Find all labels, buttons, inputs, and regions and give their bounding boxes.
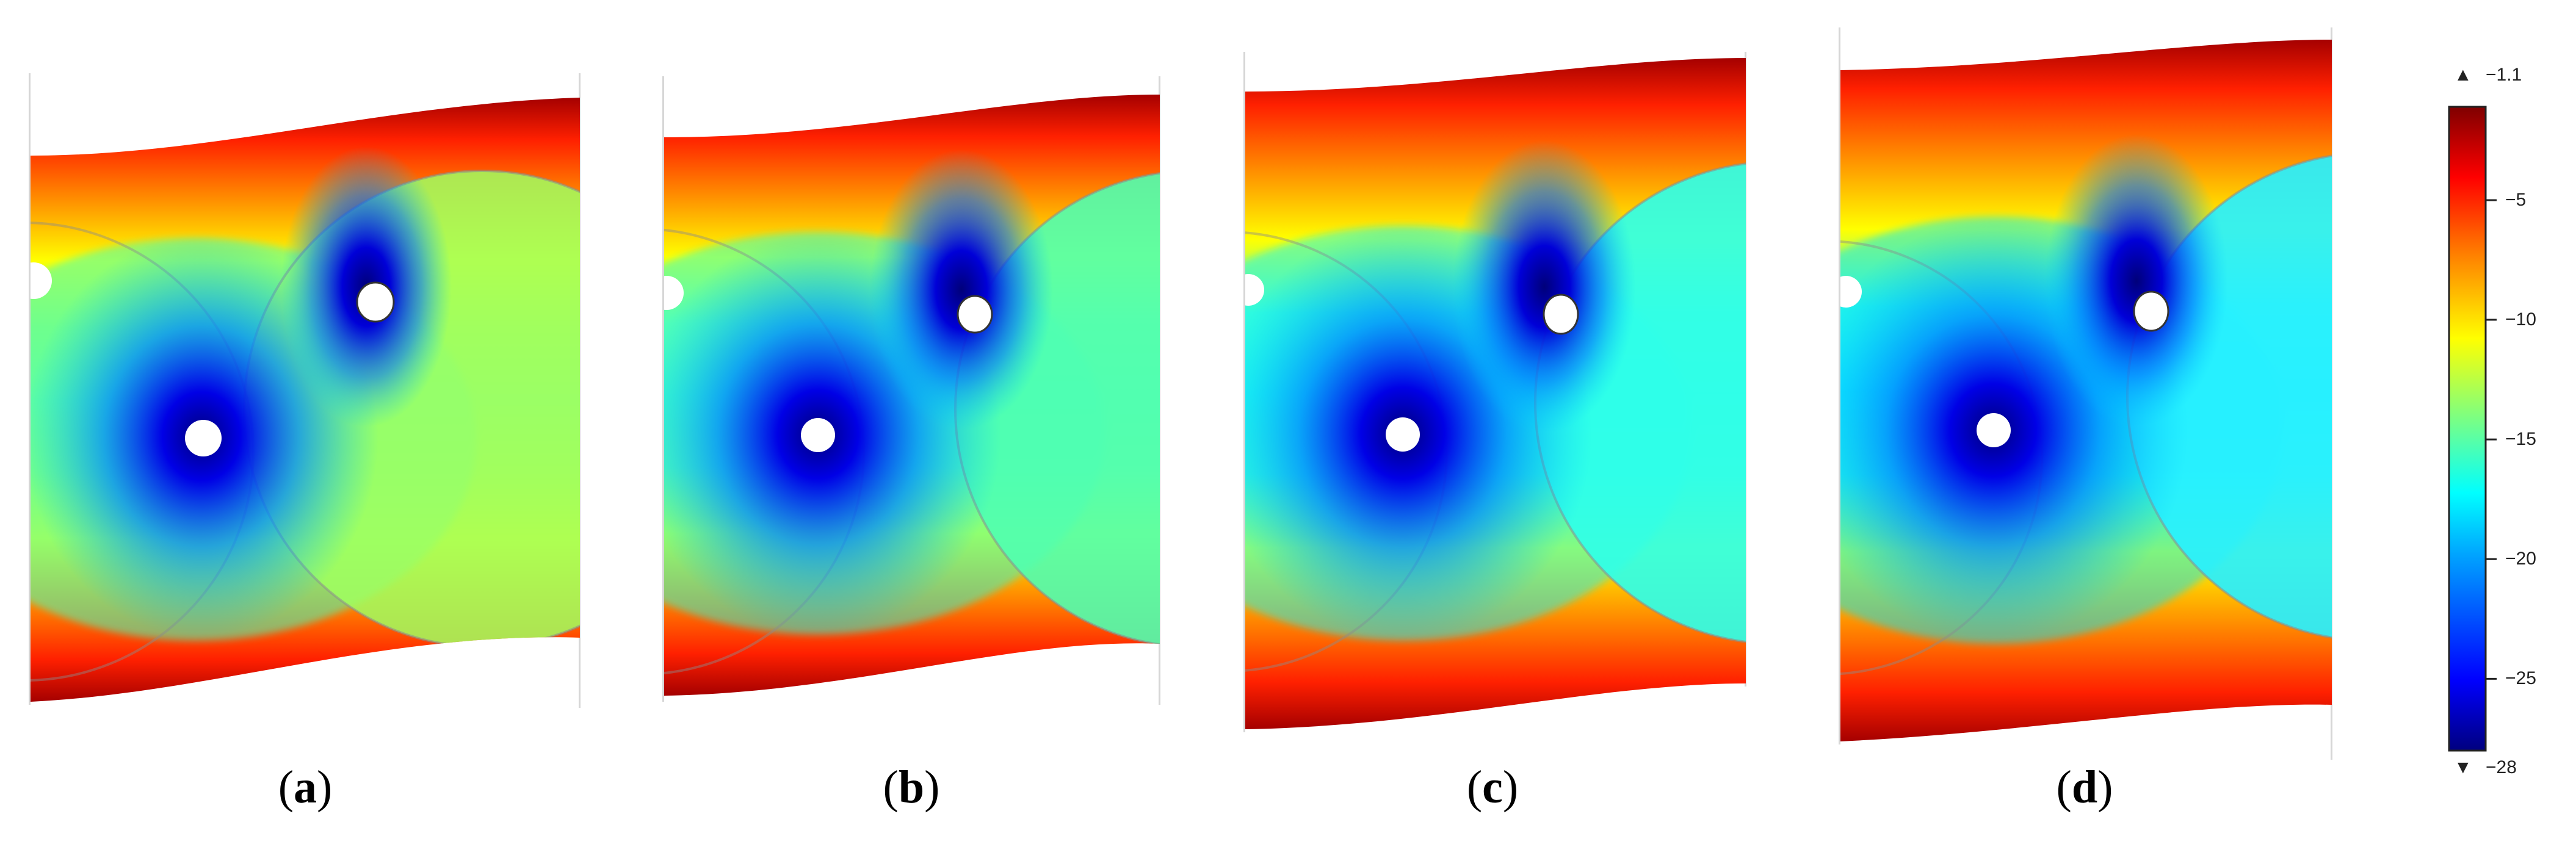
colorbar-min-label: −28 — [2486, 757, 2517, 777]
panel-c — [1243, 52, 1746, 732]
panel-label-a: (a) — [278, 762, 333, 813]
panel-label-c: (c) — [1466, 762, 1519, 813]
colorbar-ramp — [2448, 106, 2487, 752]
triangle-down-icon: ▼ — [2454, 757, 2472, 777]
panel-label-d: (d) — [2056, 762, 2113, 813]
panel-b — [662, 76, 1160, 705]
colorbar-tick-marks — [2486, 199, 2497, 680]
colorbar-tick-label: −5 — [2505, 189, 2527, 210]
triangle-up-icon: ▲ — [2454, 65, 2472, 85]
colorbar-max-marker: ▲ — [2454, 64, 2472, 86]
panel-d — [1839, 27, 2332, 760]
panel-a — [29, 73, 581, 708]
colorbar-tick-label: −10 — [2505, 309, 2536, 330]
colorbar-max-label: −1.1 — [2486, 65, 2522, 85]
panel-label-b: (b) — [883, 762, 940, 813]
colorbar-min-marker: ▼ — [2454, 757, 2472, 779]
colorbar-tick-label: −15 — [2505, 429, 2536, 450]
colorbar-tick-label: −25 — [2505, 668, 2536, 689]
colorbar — [2448, 106, 2497, 752]
colorbar-tick-label: −20 — [2505, 549, 2536, 569]
